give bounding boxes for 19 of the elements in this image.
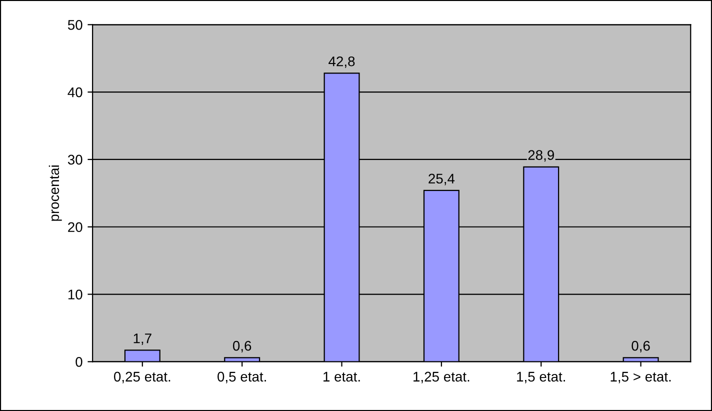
x-tick-label: 0,5 etat.	[218, 372, 266, 384]
y-tick-label: 50	[68, 20, 82, 30]
x-tick-label: 0,25 etat.	[114, 372, 170, 384]
data-label: 28,9	[528, 150, 554, 162]
data-label: 1,7	[134, 334, 152, 345]
y-tick-label: 20	[68, 222, 82, 232]
data-label: 0,6	[232, 340, 252, 352]
x-tick-label: 1,25 etat.	[414, 372, 470, 384]
y-tick-label: 40	[68, 87, 82, 98]
y-tick-label: 0	[76, 357, 82, 367]
x-tick-label: 1,5 > etat.	[610, 372, 671, 384]
data-label: 0,6	[632, 340, 650, 352]
x-tick-label: 1,5 etat.	[517, 372, 565, 384]
y-tick-label: 10	[68, 290, 82, 300]
y-tick-label: 30	[68, 154, 82, 165]
x-tick-label: 1 etat.	[324, 372, 360, 382]
data-label: 42,8	[328, 56, 355, 68]
data-label: 25,4	[428, 174, 455, 186]
y-axis-title: procentai	[48, 166, 62, 221]
